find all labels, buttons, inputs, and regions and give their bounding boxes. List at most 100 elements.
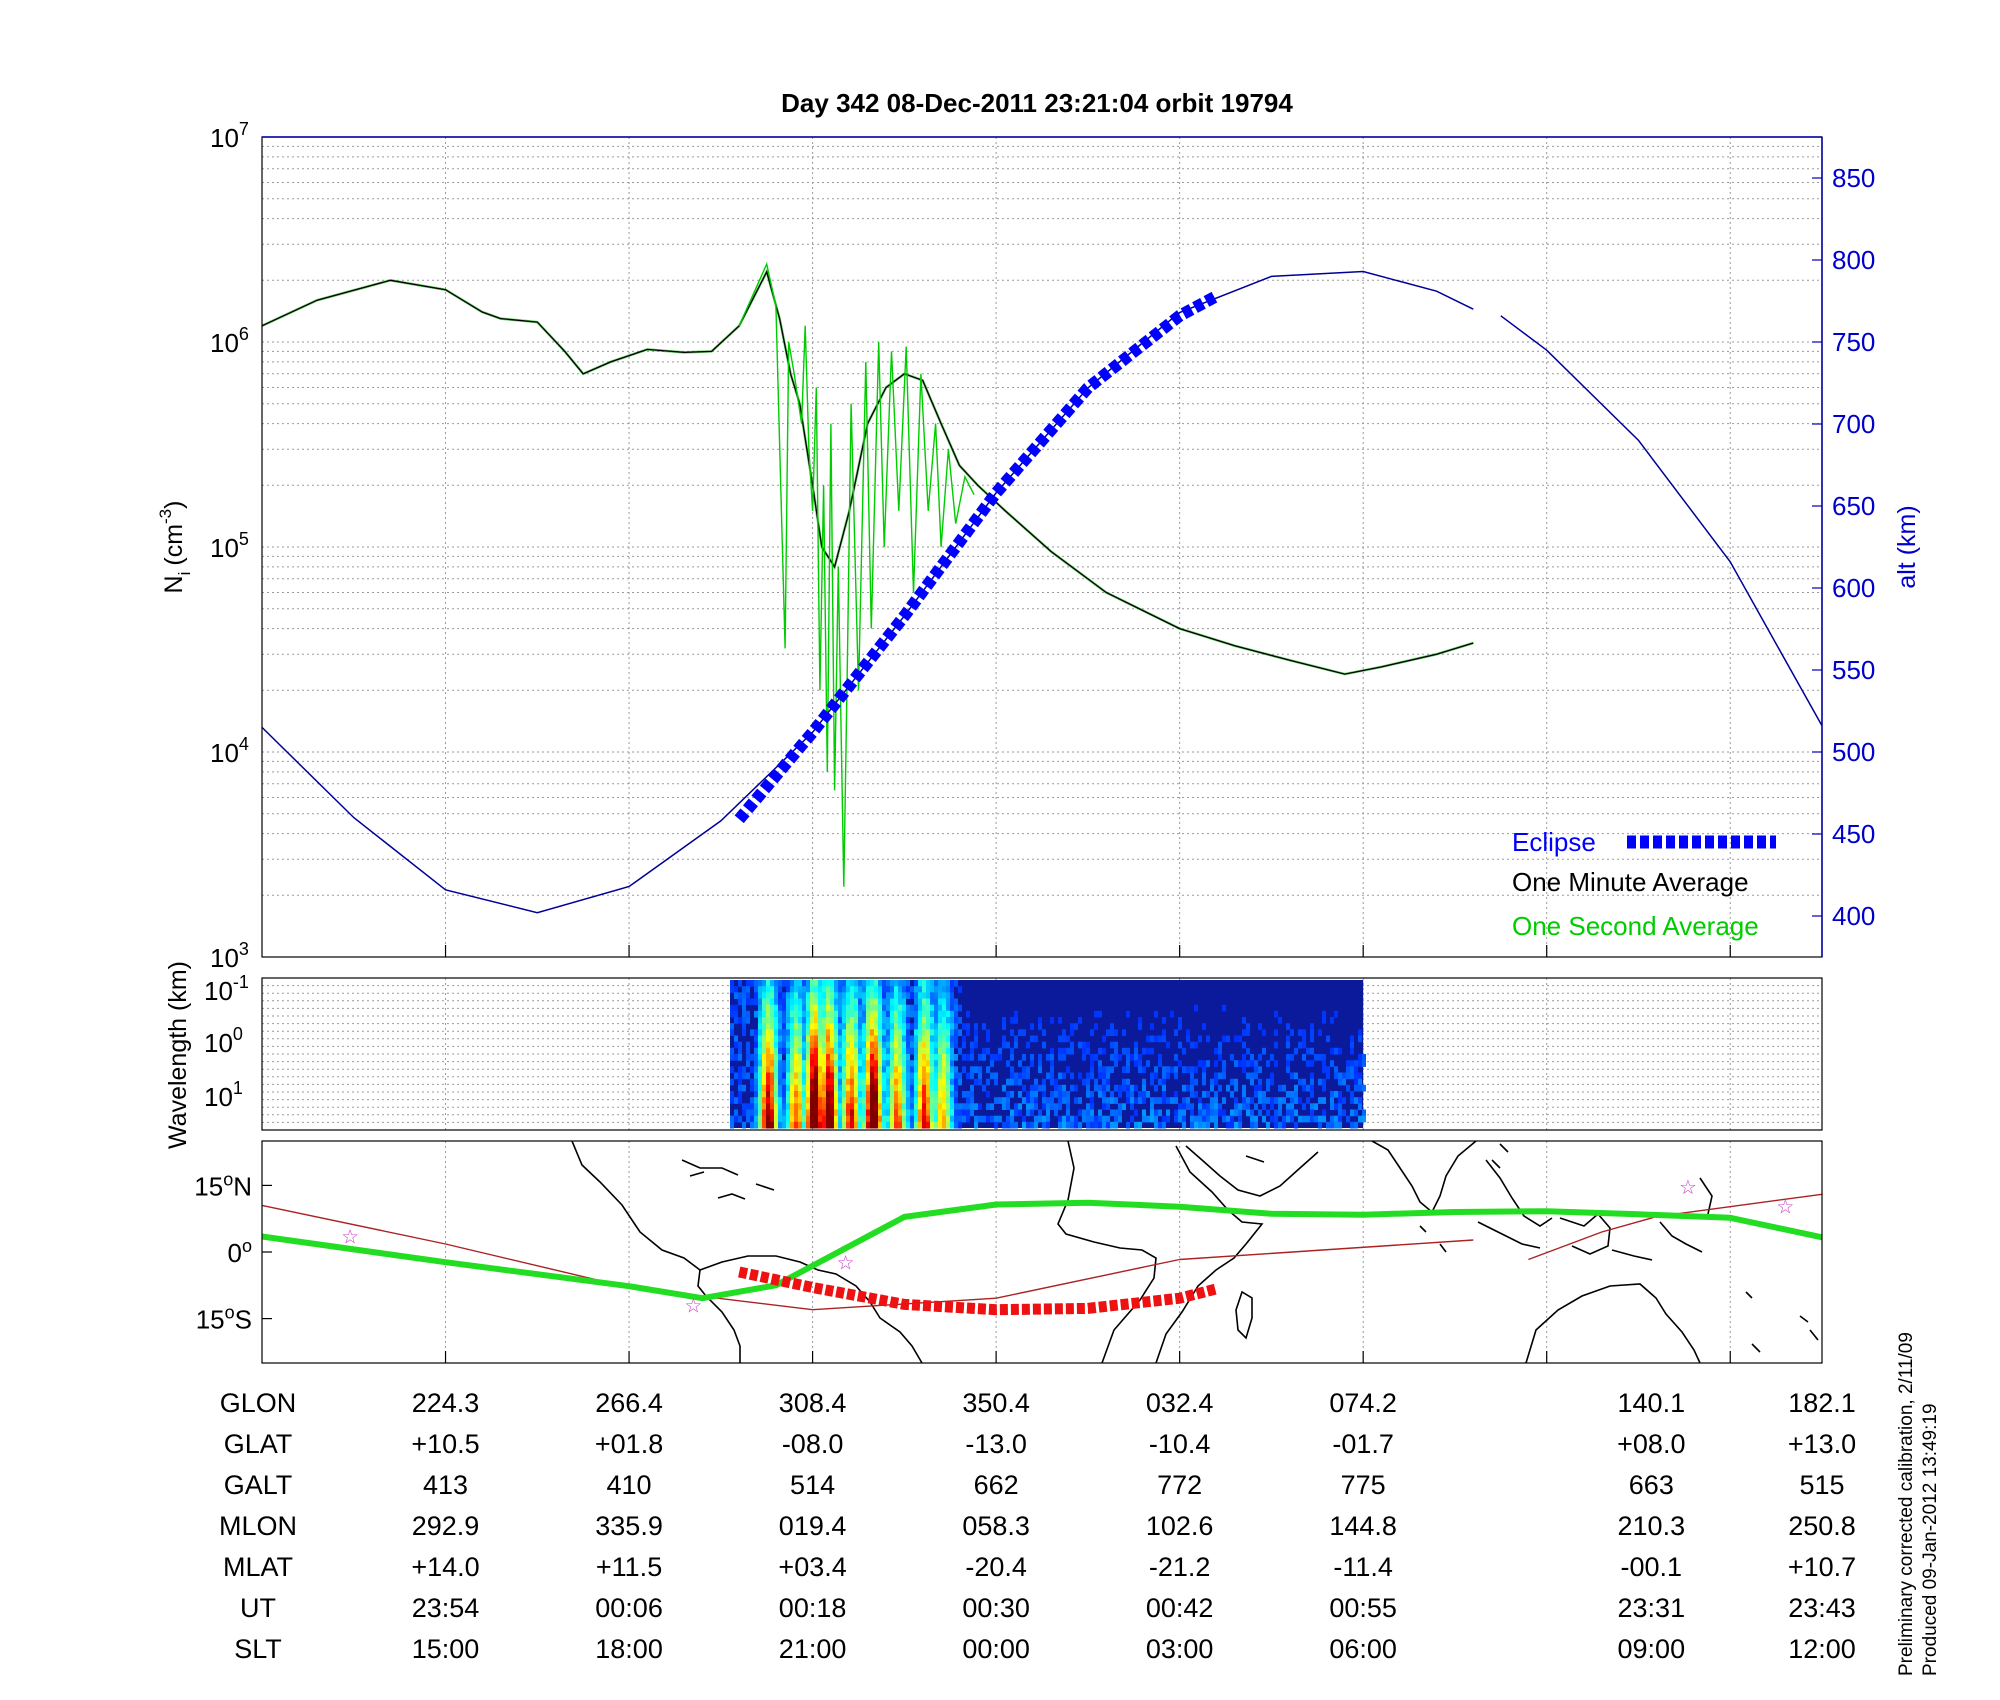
map-panel-background [262, 1141, 1822, 1363]
spectrogram-cell [834, 1115, 838, 1123]
spectrogram-cell [886, 1004, 890, 1012]
spectrogram-cell [746, 1103, 750, 1110]
spectrogram-cell [1042, 1029, 1046, 1036]
spectrogram-cell [842, 1121, 846, 1129]
spectrogram-cell [906, 1029, 910, 1036]
spectrogram-cell [1362, 1109, 1366, 1117]
spectrogram-cell [822, 1115, 826, 1123]
spectrogram-cell [934, 1109, 938, 1117]
spectrogram-cell [1166, 1115, 1170, 1123]
spectrogram-cell [1142, 1047, 1146, 1055]
spectrogram-cell [858, 1054, 862, 1061]
spectrogram-cell [766, 1115, 770, 1123]
right-tick-label: 700 [1832, 409, 1875, 439]
spectrogram-cell [922, 1066, 926, 1073]
spectrogram-tick-exp: -1 [233, 972, 249, 992]
spectrogram-cell [934, 1072, 938, 1080]
spectrogram-cell [782, 1121, 786, 1129]
spectrogram-cell [790, 1035, 794, 1043]
spectrogram-cell [1098, 1010, 1102, 1018]
spectrogram-cell [954, 1054, 958, 1061]
spectrogram-cell [774, 1109, 778, 1117]
spectrogram-cell [814, 1109, 818, 1117]
spectrogram-cell [754, 1054, 758, 1061]
spectrogram-cell [974, 1115, 978, 1123]
spectrogram-cell [890, 1054, 894, 1061]
spectrogram-cell [814, 1029, 818, 1036]
spectrogram-cell [958, 1103, 962, 1110]
spectrogram-cell [922, 1017, 926, 1024]
spectrogram-cell [738, 1054, 742, 1061]
spectrogram-cell [814, 1010, 818, 1018]
spectrogram-cell [994, 1097, 998, 1104]
spectrogram-cell [1162, 1072, 1166, 1080]
spectrogram-cell [930, 1004, 934, 1012]
spectrogram-cell [1042, 1097, 1046, 1104]
spectrogram-cell [1114, 1054, 1118, 1061]
spectrogram-cell [862, 1078, 866, 1086]
spectrogram-cell [910, 1072, 914, 1080]
spectrogram-cell [946, 1017, 950, 1024]
spectrogram-cell [742, 992, 746, 999]
spectrogram-cell [926, 998, 930, 1006]
spectrogram-cell [1010, 1078, 1014, 1086]
spectrogram-cell [770, 1004, 774, 1012]
spectrogram-cell [1110, 1029, 1114, 1036]
table-cell: 772 [1157, 1470, 1202, 1500]
table-cell: 308.4 [779, 1388, 847, 1418]
spectrogram-cell [786, 1060, 790, 1067]
spectrogram-cell [962, 1109, 966, 1117]
spectrogram-cell [1290, 1097, 1294, 1104]
spectrogram-cell [738, 998, 742, 1006]
spectrogram-cell [882, 1041, 886, 1049]
spectrogram-cell [858, 1010, 862, 1018]
spectrogram-cell [938, 1121, 942, 1129]
spectrogram-cell [1206, 1121, 1210, 1129]
spectrogram-cell [1062, 1084, 1066, 1092]
spectrogram-cell [1070, 1047, 1074, 1055]
spectrogram-cell [870, 1004, 874, 1012]
spectrogram-cell [1202, 1066, 1206, 1073]
spectrogram-cell [806, 1047, 810, 1055]
spectrogram-cell [1062, 1029, 1066, 1036]
coastline-southeast-asia [1477, 1159, 1713, 1261]
table-cell: 00:06 [595, 1593, 663, 1623]
spectrogram-cell [1130, 1091, 1134, 1098]
spectrogram-cell [850, 1091, 854, 1098]
spectrogram-cell [846, 1004, 850, 1012]
spectrogram-cell [1114, 1121, 1118, 1129]
spectrogram-cell [958, 1017, 962, 1024]
spectrogram-cell [1286, 1041, 1290, 1049]
spectrogram-cell [1210, 1078, 1214, 1086]
spectrogram-cell [798, 1078, 802, 1086]
spectrogram-cell [1102, 1072, 1106, 1080]
spectrogram-cell [918, 1035, 922, 1043]
spectrogram-cell [1118, 1084, 1122, 1092]
spectrogram-cell [814, 1121, 818, 1129]
spectrogram-cell [1294, 1072, 1298, 1080]
spectrogram-cell [1002, 1084, 1006, 1092]
spectrogram-cell [902, 1072, 906, 1080]
spectrogram-cell [1254, 1103, 1258, 1110]
spectrogram-cell [1234, 1109, 1238, 1117]
spectrogram-cell [878, 980, 882, 987]
spectrogram-cell [794, 1066, 798, 1073]
spectrogram-cell [1330, 1115, 1334, 1123]
spectrogram-cell [1218, 1072, 1222, 1080]
spectrogram-cell [1302, 1115, 1306, 1123]
spectrogram-cell [810, 1121, 814, 1129]
spectrogram-cell [1274, 1060, 1278, 1067]
spectrogram-cell [1294, 1097, 1298, 1104]
spectrogram-cell [798, 1097, 802, 1104]
spectrogram-cell [786, 1035, 790, 1043]
spectrogram-cell [1054, 1084, 1058, 1092]
spectrogram-cell [894, 1041, 898, 1049]
spectrogram-cell [782, 1035, 786, 1043]
spectrogram-cell [942, 1017, 946, 1024]
spectrogram-cell [1290, 1091, 1294, 1098]
spectrogram-cell [858, 998, 862, 1006]
table-cell: 250.8 [1788, 1511, 1856, 1541]
spectrogram-cell [974, 1035, 978, 1043]
spectrogram-cell [882, 1035, 886, 1043]
spectrogram-cell [1074, 1023, 1078, 1030]
